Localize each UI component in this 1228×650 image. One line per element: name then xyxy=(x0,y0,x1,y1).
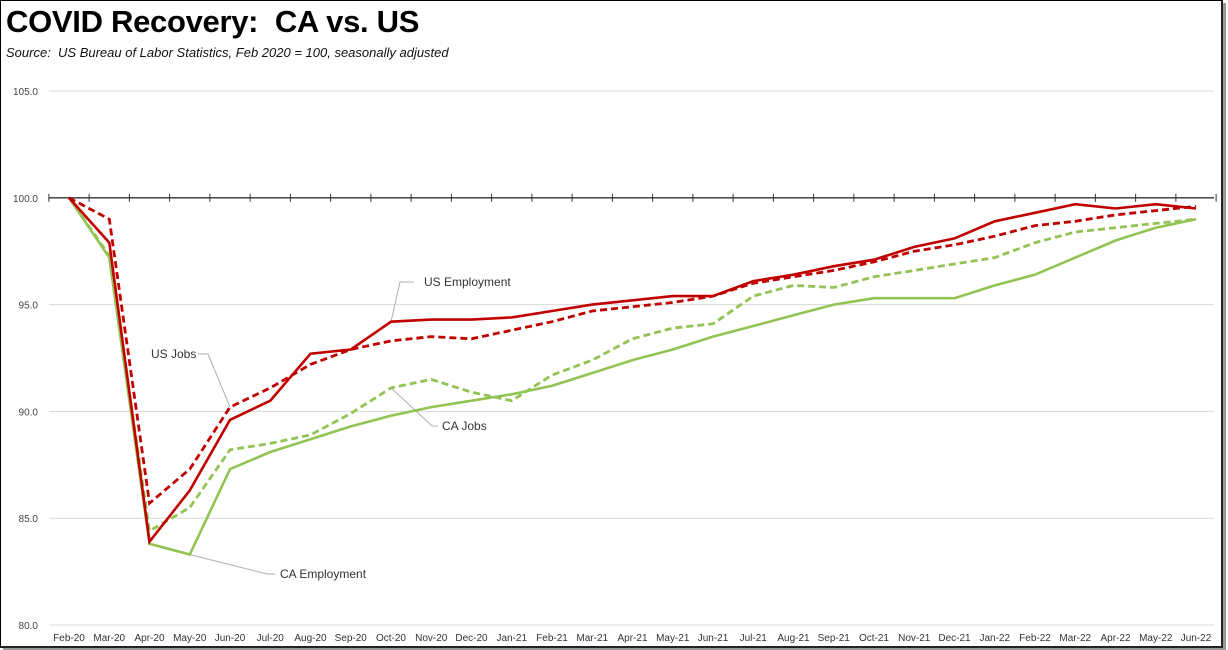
series-line-us-jobs xyxy=(68,196,1197,506)
x-tick-label: May-22 xyxy=(1139,633,1173,644)
annotation-label-us-employment: US Employment xyxy=(424,275,511,289)
y-tick-label: 80.0 xyxy=(19,621,39,632)
x-tick-label: Nov-20 xyxy=(415,633,448,644)
y-tick-label: 95.0 xyxy=(19,301,39,312)
annotation-label-us-jobs: US Jobs xyxy=(151,347,196,361)
x-axis-ticks: Feb-20 Mar-20 Apr-20 May-20 Jun-20 Jul-20 Aug-… xyxy=(53,633,1212,644)
y-axis-ticks: 80.0 85.0 90.0 95.0 100.0 105.0 xyxy=(13,87,38,632)
x-tick-label: Jul-20 xyxy=(257,633,285,644)
x-tick-label: Aug-21 xyxy=(777,633,810,644)
x-tick-label: Dec-21 xyxy=(938,633,971,644)
series-line-ca-jobs xyxy=(67,196,1197,534)
x-tick-label: Nov-21 xyxy=(898,633,931,644)
annotation-label-ca-jobs: CA Jobs xyxy=(442,419,487,433)
x-tick-label: Jun-22 xyxy=(1181,633,1212,644)
y-tick-label: 85.0 xyxy=(19,514,39,525)
x-tick-label: Aug-20 xyxy=(294,633,327,644)
x-tick-label: Dec-20 xyxy=(455,633,488,644)
annotations: US Employment US Jobs CA Jobs CA Employment xyxy=(151,275,511,581)
x-tick-label: Apr-20 xyxy=(134,633,164,644)
annotation-leader-line xyxy=(390,281,414,322)
x-tick-label: Sep-21 xyxy=(818,633,851,644)
x-tick-label: May-20 xyxy=(173,633,207,644)
y-tick-label: 90.0 xyxy=(19,407,39,418)
x-tick-label: Apr-21 xyxy=(617,633,647,644)
x-tick-label: Mar-22 xyxy=(1059,633,1091,644)
x-tick-label: Apr-22 xyxy=(1100,633,1130,644)
x-tick-label: Sep-20 xyxy=(335,633,368,644)
x-tick-label: Feb-20 xyxy=(53,633,85,644)
x-tick-label: Jan-22 xyxy=(979,633,1010,644)
x-tick-label: Oct-21 xyxy=(859,633,889,644)
x-tick-label: Oct-20 xyxy=(376,633,406,644)
x-tick-label: Feb-21 xyxy=(536,633,568,644)
x-tick-label: Feb-22 xyxy=(1019,633,1051,644)
annotation-leader-line xyxy=(390,387,438,427)
reference-line-100 xyxy=(48,193,1217,202)
x-tick-label: Jun-20 xyxy=(215,633,246,644)
annotation-label-ca-employment: CA Employment xyxy=(280,567,367,581)
annotation-leader-line xyxy=(189,554,275,575)
series-lines xyxy=(67,196,1197,557)
y-tick-label: 105.0 xyxy=(13,87,38,98)
y-tick-label: 100.0 xyxy=(13,194,38,205)
chart-title: COVID Recovery: CA vs. US xyxy=(6,4,420,39)
x-tick-label: Mar-21 xyxy=(576,633,608,644)
x-tick-label: Jul-21 xyxy=(740,633,768,644)
series-line-us-employment xyxy=(68,196,1197,545)
annotation-leader-line xyxy=(198,353,231,408)
x-tick-label: Jun-21 xyxy=(698,633,729,644)
x-tick-label: Mar-20 xyxy=(93,633,125,644)
x-tick-label: May-21 xyxy=(656,633,690,644)
gridlines xyxy=(49,90,1214,626)
chart-subtitle: Source: US Bureau of Labor Statistics, F… xyxy=(6,45,449,60)
annotation-leaders xyxy=(189,281,438,575)
x-tick-label: Jan-21 xyxy=(496,633,527,644)
series-line-ca-employment xyxy=(67,197,1197,557)
